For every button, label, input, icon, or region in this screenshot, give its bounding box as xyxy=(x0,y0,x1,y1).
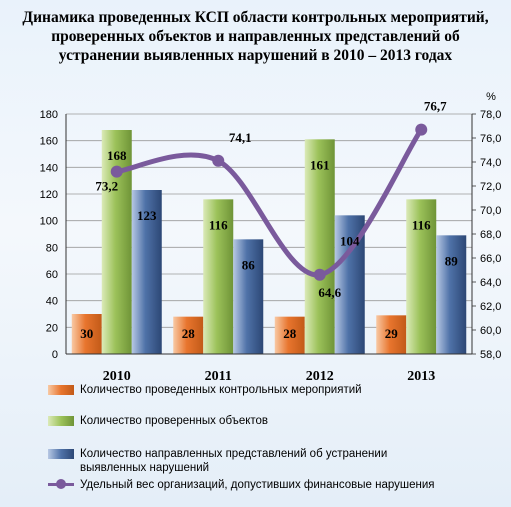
legend-label-objects: Количество проверенных объектов xyxy=(80,415,269,427)
bar-representations xyxy=(233,239,264,354)
y2-tick-label: 60,0 xyxy=(480,325,501,337)
y-tick-label: 120 xyxy=(40,189,58,201)
bar-objects xyxy=(304,139,335,354)
data-label-share: 76,7 xyxy=(424,99,447,114)
y2-tick-label: 66,0 xyxy=(480,253,501,265)
data-label-objects: 116 xyxy=(209,217,228,232)
data-label-share: 74,1 xyxy=(229,130,252,145)
bar-checks xyxy=(376,315,407,354)
y-tick-label: 140 xyxy=(40,162,58,174)
line-share xyxy=(114,127,424,278)
x-category-label: 2010 xyxy=(103,369,131,384)
bar-checks xyxy=(274,316,305,354)
bar-objects xyxy=(101,130,132,354)
x-category-label: 2013 xyxy=(407,369,435,384)
y-tick-label: 180 xyxy=(40,109,58,121)
bar-objects xyxy=(203,199,234,354)
y-tick-label: 160 xyxy=(40,136,58,148)
y-tick-label: 80 xyxy=(46,242,58,254)
y-tick-label: 40 xyxy=(46,296,58,308)
y-tick-label: 0 xyxy=(52,349,58,361)
data-label-objects: 168 xyxy=(107,148,127,163)
data-label-share: 73,2 xyxy=(95,179,118,194)
y-tick-label: 60 xyxy=(46,269,58,281)
bar-representations xyxy=(436,235,467,354)
x-category-label: 2012 xyxy=(306,369,334,384)
line-point-share xyxy=(415,123,428,136)
data-label-representations: 104 xyxy=(340,233,360,248)
y2-tick-label: 62,0 xyxy=(480,301,501,313)
x-category-label: 2011 xyxy=(205,369,232,384)
legend-label-share: Удельный вес организаций, допустивших фи… xyxy=(80,479,435,491)
legend-swatch-representations xyxy=(48,449,74,459)
legend-swatch-checks xyxy=(48,385,74,395)
y2-unit-label: % xyxy=(486,91,496,103)
y2-tick-label: 70,0 xyxy=(480,205,501,217)
line-point-share xyxy=(212,154,225,167)
legend-swatch-objects xyxy=(48,416,74,426)
y-tick-label: 100 xyxy=(40,216,58,228)
legend-label-representations: Количество направленных представлений об… xyxy=(80,448,388,474)
bar-objects xyxy=(406,199,437,354)
data-label-objects: 116 xyxy=(412,217,431,232)
data-label-representations: 86 xyxy=(242,257,256,272)
data-label-objects: 161 xyxy=(310,157,330,172)
y2-tick-label: 68,0 xyxy=(480,229,501,241)
y2-tick-label: 74,0 xyxy=(480,157,501,169)
data-label-share: 64,6 xyxy=(318,285,341,300)
bar-checks xyxy=(173,316,204,354)
y2-tick-label: 78,0 xyxy=(480,109,501,121)
legend-label-checks: Количество проведенных контрольных мероп… xyxy=(80,384,362,396)
data-label-checks: 28 xyxy=(182,326,196,341)
y-tick-label: 20 xyxy=(46,322,58,334)
y2-tick-label: 64,0 xyxy=(480,277,501,289)
line-point-share xyxy=(110,165,123,178)
data-label-checks: 30 xyxy=(80,326,93,341)
y2-tick-label: 76,0 xyxy=(480,133,501,145)
legend-marker-share xyxy=(56,479,66,489)
data-label-checks: 29 xyxy=(385,326,399,341)
y2-tick-label: 58,0 xyxy=(480,349,501,361)
data-label-checks: 28 xyxy=(283,326,297,341)
bar-representations xyxy=(131,190,162,354)
y2-tick-label: 72,0 xyxy=(480,181,501,193)
chart-title: Динамика проведенных КСП области контрол… xyxy=(22,9,489,64)
bar-checks xyxy=(71,314,102,354)
data-label-representations: 123 xyxy=(137,208,157,223)
data-label-representations: 89 xyxy=(445,253,459,268)
line-point-share xyxy=(313,268,326,281)
